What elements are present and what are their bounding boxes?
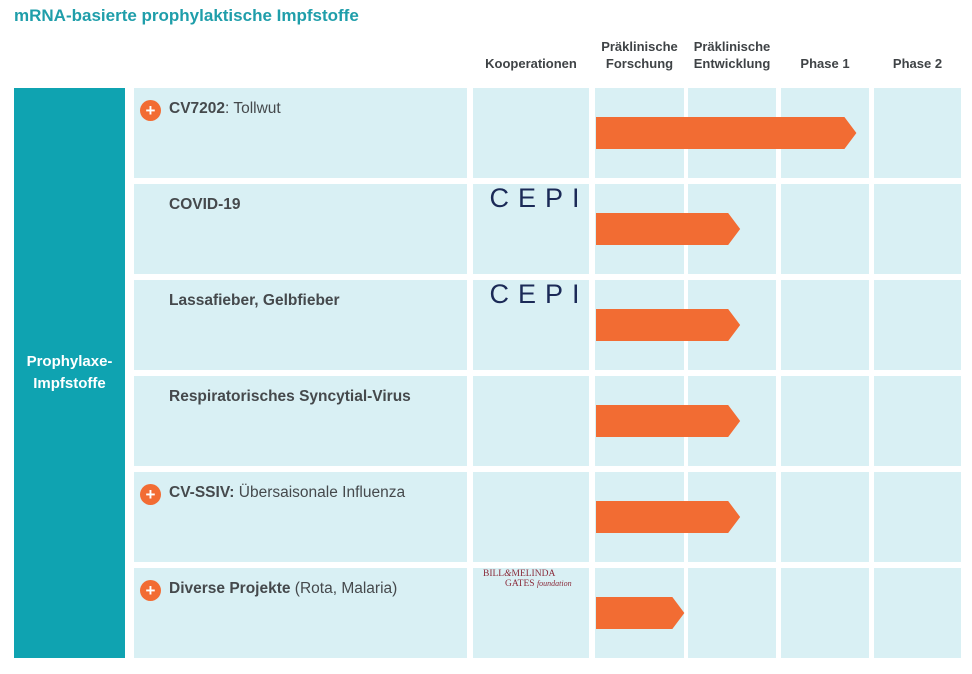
grid-cell bbox=[134, 568, 467, 658]
expand-cv7202-button[interactable]: + bbox=[140, 100, 161, 121]
grid-cell bbox=[473, 88, 589, 178]
grid-cell bbox=[874, 568, 961, 658]
progress-bar-row-1 bbox=[596, 117, 857, 149]
plus-circle-icon: + bbox=[145, 581, 156, 600]
plus-circle-icon: + bbox=[145, 101, 156, 120]
row-name-bold: COVID-19 bbox=[169, 196, 241, 213]
row-name-bold: Diverse Projekte bbox=[169, 580, 291, 597]
grid-cell bbox=[134, 280, 467, 370]
grid-cell bbox=[874, 88, 961, 178]
expand-diverse-projekte-button[interactable]: + bbox=[140, 580, 161, 601]
grid-cell bbox=[874, 184, 961, 274]
grid-cell bbox=[688, 568, 776, 658]
column-header-praeklinische-forschung: Präklinische Forschung bbox=[601, 39, 678, 71]
expand-cv-ssiv-button[interactable]: + bbox=[140, 484, 161, 505]
grid-cell bbox=[781, 472, 869, 562]
grid-cell bbox=[781, 376, 869, 466]
row-name-bold: Lassafieber, Gelbfieber bbox=[169, 292, 340, 309]
chart-title: mRNA-basierte prophylaktische Impfstoffe bbox=[14, 6, 359, 25]
column-header-praeklinische-entwicklung: Präklinische Entwicklung bbox=[693, 39, 771, 71]
column-header-kooperationen: Kooperationen bbox=[485, 56, 577, 71]
progress-bar-row-5 bbox=[596, 501, 741, 533]
grid-cell bbox=[473, 568, 589, 658]
column-header-phase-2: Phase 2 bbox=[892, 56, 943, 71]
row-label-covid-19: COVID-19 bbox=[169, 194, 241, 216]
grid-cell bbox=[874, 376, 961, 466]
cepi-logo-covid-19: CEPI bbox=[489, 183, 589, 213]
row-label-cv-ssiv[interactable]: CV-SSIV: Übersaisonale Influenza bbox=[169, 482, 405, 504]
grid-cell bbox=[473, 376, 589, 466]
row-label-diverse-projekte[interactable]: Diverse Projekte (Rota, Malaria) bbox=[169, 578, 397, 600]
row-label-cv7202[interactable]: CV7202: Tollwut bbox=[169, 98, 281, 120]
grid-cell bbox=[134, 472, 467, 562]
grid-cell bbox=[473, 472, 589, 562]
grid-cell bbox=[874, 280, 961, 370]
grid-cell bbox=[781, 280, 869, 370]
progress-bar-row-6 bbox=[596, 597, 685, 629]
grid-cell bbox=[781, 184, 869, 274]
grid-cell bbox=[134, 88, 467, 178]
plus-circle-icon: + bbox=[145, 485, 156, 504]
grid-cell bbox=[134, 376, 467, 466]
progress-bar-row-2 bbox=[596, 213, 741, 245]
grid-cell bbox=[781, 568, 869, 658]
gates-foundation-logo: BILL&MELINDA GATES foundation bbox=[483, 569, 572, 589]
progress-bar-row-4 bbox=[596, 405, 741, 437]
row-name-rest: : Tollwut bbox=[225, 100, 281, 117]
row-label-lassafieber-gelbfieber: Lassafieber, Gelbfieber bbox=[169, 290, 340, 312]
grid-cell bbox=[874, 472, 961, 562]
row-name-bold: CV-SSIV: bbox=[169, 484, 235, 501]
row-name-rest: Übersaisonale Influenza bbox=[234, 484, 406, 501]
category-label-prophylaxe-impfstoffe: Prophylaxe- Impfstoffe bbox=[14, 88, 125, 658]
grid-cell bbox=[473, 280, 589, 370]
cepi-logo-lassafieber: CEPI bbox=[489, 279, 589, 309]
row-name-rest: (Rota, Malaria) bbox=[290, 580, 398, 597]
column-header-phase-1: Phase 1 bbox=[800, 56, 850, 71]
row-name-bold: CV7202 bbox=[169, 100, 226, 117]
grid-cell bbox=[473, 184, 589, 274]
progress-bar-row-3 bbox=[596, 309, 741, 341]
row-name-bold: Respiratorisches Syncytial-Virus bbox=[169, 388, 411, 405]
grid-cell bbox=[134, 184, 467, 274]
row-label-rsv: Respiratorisches Syncytial-Virus bbox=[169, 386, 411, 408]
